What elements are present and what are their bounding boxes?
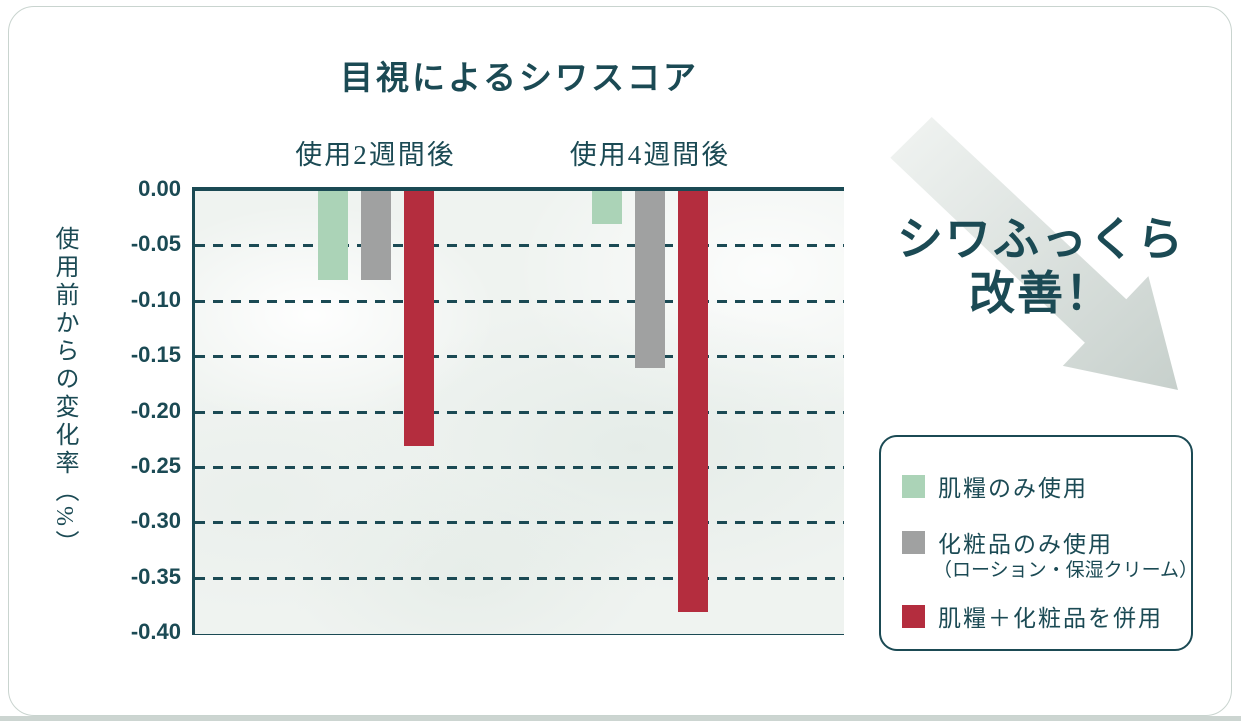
y-tick-label: 0.00 (138, 176, 181, 201)
page-bottom-strip (0, 716, 1241, 721)
y-tick-label: -0.25 (130, 452, 181, 478)
y-axis-title: 使用前からの変化率（%） (51, 226, 77, 558)
y-axis-line (192, 187, 195, 635)
y-tick-label: -0.15 (130, 342, 181, 368)
legend-sublabel: （ローション・保湿クリーム） (933, 560, 1199, 581)
group-label-2: 使用4週間後 (569, 140, 731, 170)
gridline (195, 465, 844, 469)
y-tick-label: -0.10 (130, 286, 181, 312)
legend-swatch-icon (902, 474, 925, 498)
y-tick-label: -0.30 (130, 508, 181, 534)
bar-化粧品のみ使用（ローション・保湿クリーム）-使用2週間後 (360, 191, 391, 280)
bar-肌糧＋化粧品を併用-使用2週間後 (403, 191, 434, 446)
gridline (195, 576, 844, 580)
x-axis-top-line (195, 187, 844, 191)
infographic-card: 目視によるシワスコア 使用前からの変化率（%） 0.00 -0.05 -0.10 -0… (8, 6, 1232, 716)
legend: 肌糧のみ使用 化粧品のみ使用 （ローション・保湿クリーム） 肌糧＋化粧品を併用 (879, 435, 1198, 651)
legend-swatch-icon (902, 604, 925, 628)
legend-label: 肌糧＋化粧品を併用 (938, 606, 1163, 631)
legend-item: 肌糧のみ使用 (902, 469, 1088, 503)
gridline (195, 244, 844, 248)
down-right-arrow-icon (890, 117, 1178, 390)
gridline (195, 410, 844, 414)
callout-line1: シワふっくら (897, 214, 1185, 265)
gridline (195, 355, 844, 359)
group-label-1: 使用2週間後 (295, 140, 456, 170)
bar-肌糧のみ使用-使用2週間後 (317, 191, 348, 280)
y-tick-label: -0.35 (130, 563, 181, 589)
bar-肌糧＋化粧品を併用-使用4週間後 (678, 191, 708, 612)
bar-化粧品のみ使用（ローション・保湿クリーム）-使用4週間後 (635, 191, 665, 368)
legend-label: 肌糧のみ使用 (938, 476, 1088, 501)
callout-line2: 改善！ (969, 268, 1113, 320)
legend-item: 化粧品のみ使用 (902, 525, 1113, 559)
callout-text: シワふっくら 改善！ (871, 213, 1211, 322)
chart-title: 目視によるシワスコア (339, 61, 699, 97)
y-tick-label: -0.40 (130, 619, 181, 644)
legend-label: 化粧品のみ使用 (938, 532, 1113, 557)
bar-肌糧のみ使用-使用4週間後 (592, 191, 622, 224)
plot-area (195, 191, 844, 634)
legend-swatch-icon (902, 530, 925, 554)
y-tick-label: -0.20 (130, 397, 181, 423)
legend-item: 肌糧＋化粧品を併用 (902, 599, 1163, 633)
gridline (195, 521, 844, 525)
gridline (195, 299, 844, 303)
y-axis-tick-labels: 0.00 -0.05 -0.10 -0.15 -0.20 -0.25 -0.30 -0.35 -… (69, 7, 181, 667)
y-tick-label: -0.05 (130, 231, 181, 257)
